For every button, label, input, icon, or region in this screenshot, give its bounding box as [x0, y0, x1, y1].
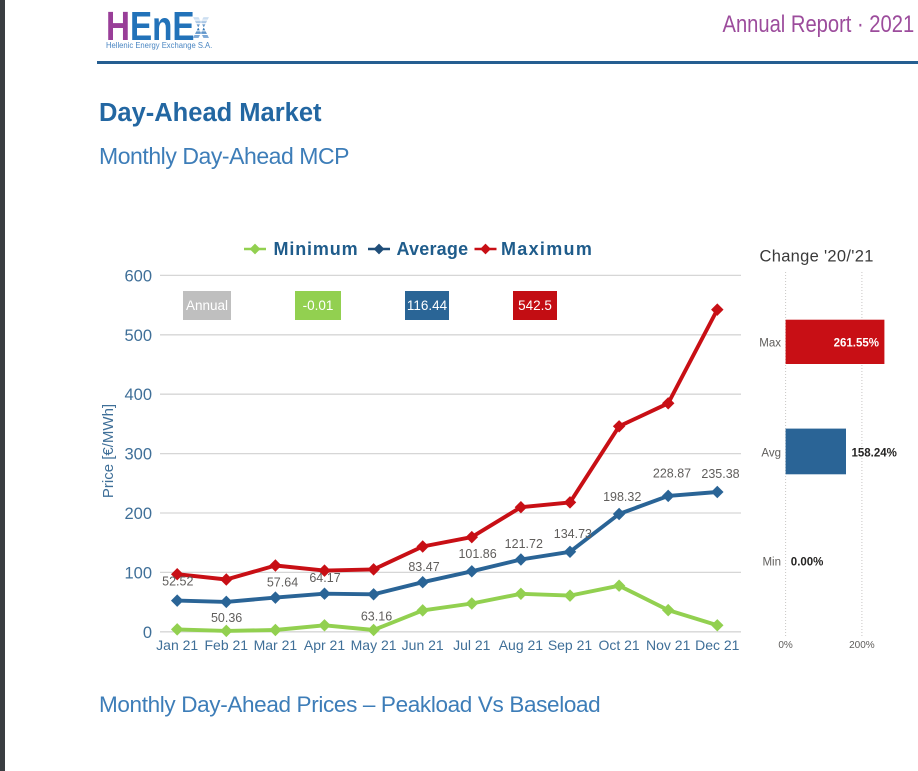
svg-text:121.72: 121.72 [505, 537, 543, 551]
svg-text:134.73: 134.73 [554, 527, 592, 541]
svg-text:Jun 21: Jun 21 [402, 637, 444, 653]
svg-text:May 21: May 21 [351, 637, 397, 653]
svg-text:Min: Min [762, 557, 781, 569]
svg-text:198.32: 198.32 [603, 490, 641, 504]
svg-text:Feb 21: Feb 21 [205, 637, 249, 653]
svg-text:228.87: 228.87 [653, 467, 691, 481]
svg-text:400: 400 [124, 386, 152, 404]
svg-text:Minimum: Minimum [274, 239, 359, 259]
svg-text:200%: 200% [849, 640, 875, 651]
svg-text:64.17: 64.17 [309, 571, 340, 585]
svg-text:63.16: 63.16 [361, 610, 392, 624]
svg-text:83.47: 83.47 [408, 560, 439, 574]
svg-text:158.24%: 158.24% [852, 448, 897, 460]
svg-text:261.55%: 261.55% [834, 338, 879, 350]
svg-text:235.38: 235.38 [701, 467, 739, 481]
svg-text:300: 300 [124, 446, 152, 464]
svg-text:500: 500 [124, 327, 152, 345]
svg-text:0%: 0% [778, 640, 793, 651]
svg-text:Change '20/'21: Change '20/'21 [760, 248, 874, 266]
svg-text:Maximum: Maximum [501, 239, 593, 259]
svg-text:101.86: 101.86 [458, 547, 496, 561]
svg-text:0.00%: 0.00% [791, 557, 824, 569]
svg-text:Oct 21: Oct 21 [598, 637, 639, 653]
svg-text:Jan 21: Jan 21 [156, 637, 198, 653]
svg-text:Jul 21: Jul 21 [453, 637, 491, 653]
svg-text:Apr 21: Apr 21 [304, 637, 345, 653]
svg-text:Sep 21: Sep 21 [548, 637, 593, 653]
svg-text:200: 200 [124, 505, 152, 523]
svg-text:50.36: 50.36 [211, 611, 242, 625]
svg-text:Dec 21: Dec 21 [695, 637, 740, 653]
svg-text:Average: Average [397, 239, 469, 259]
svg-text:Mar 21: Mar 21 [254, 637, 298, 653]
svg-text:100: 100 [124, 564, 152, 582]
svg-text:0: 0 [143, 624, 152, 642]
svg-text:Price [€/MWh]: Price [€/MWh] [100, 404, 117, 498]
svg-text:57.64: 57.64 [267, 576, 298, 590]
svg-text:Avg: Avg [761, 448, 781, 460]
svg-text:Nov 21: Nov 21 [646, 637, 691, 653]
svg-text:600: 600 [124, 267, 152, 285]
svg-text:Max: Max [759, 338, 781, 350]
svg-text:Aug 21: Aug 21 [499, 637, 544, 653]
svg-text:52.52: 52.52 [162, 575, 193, 589]
